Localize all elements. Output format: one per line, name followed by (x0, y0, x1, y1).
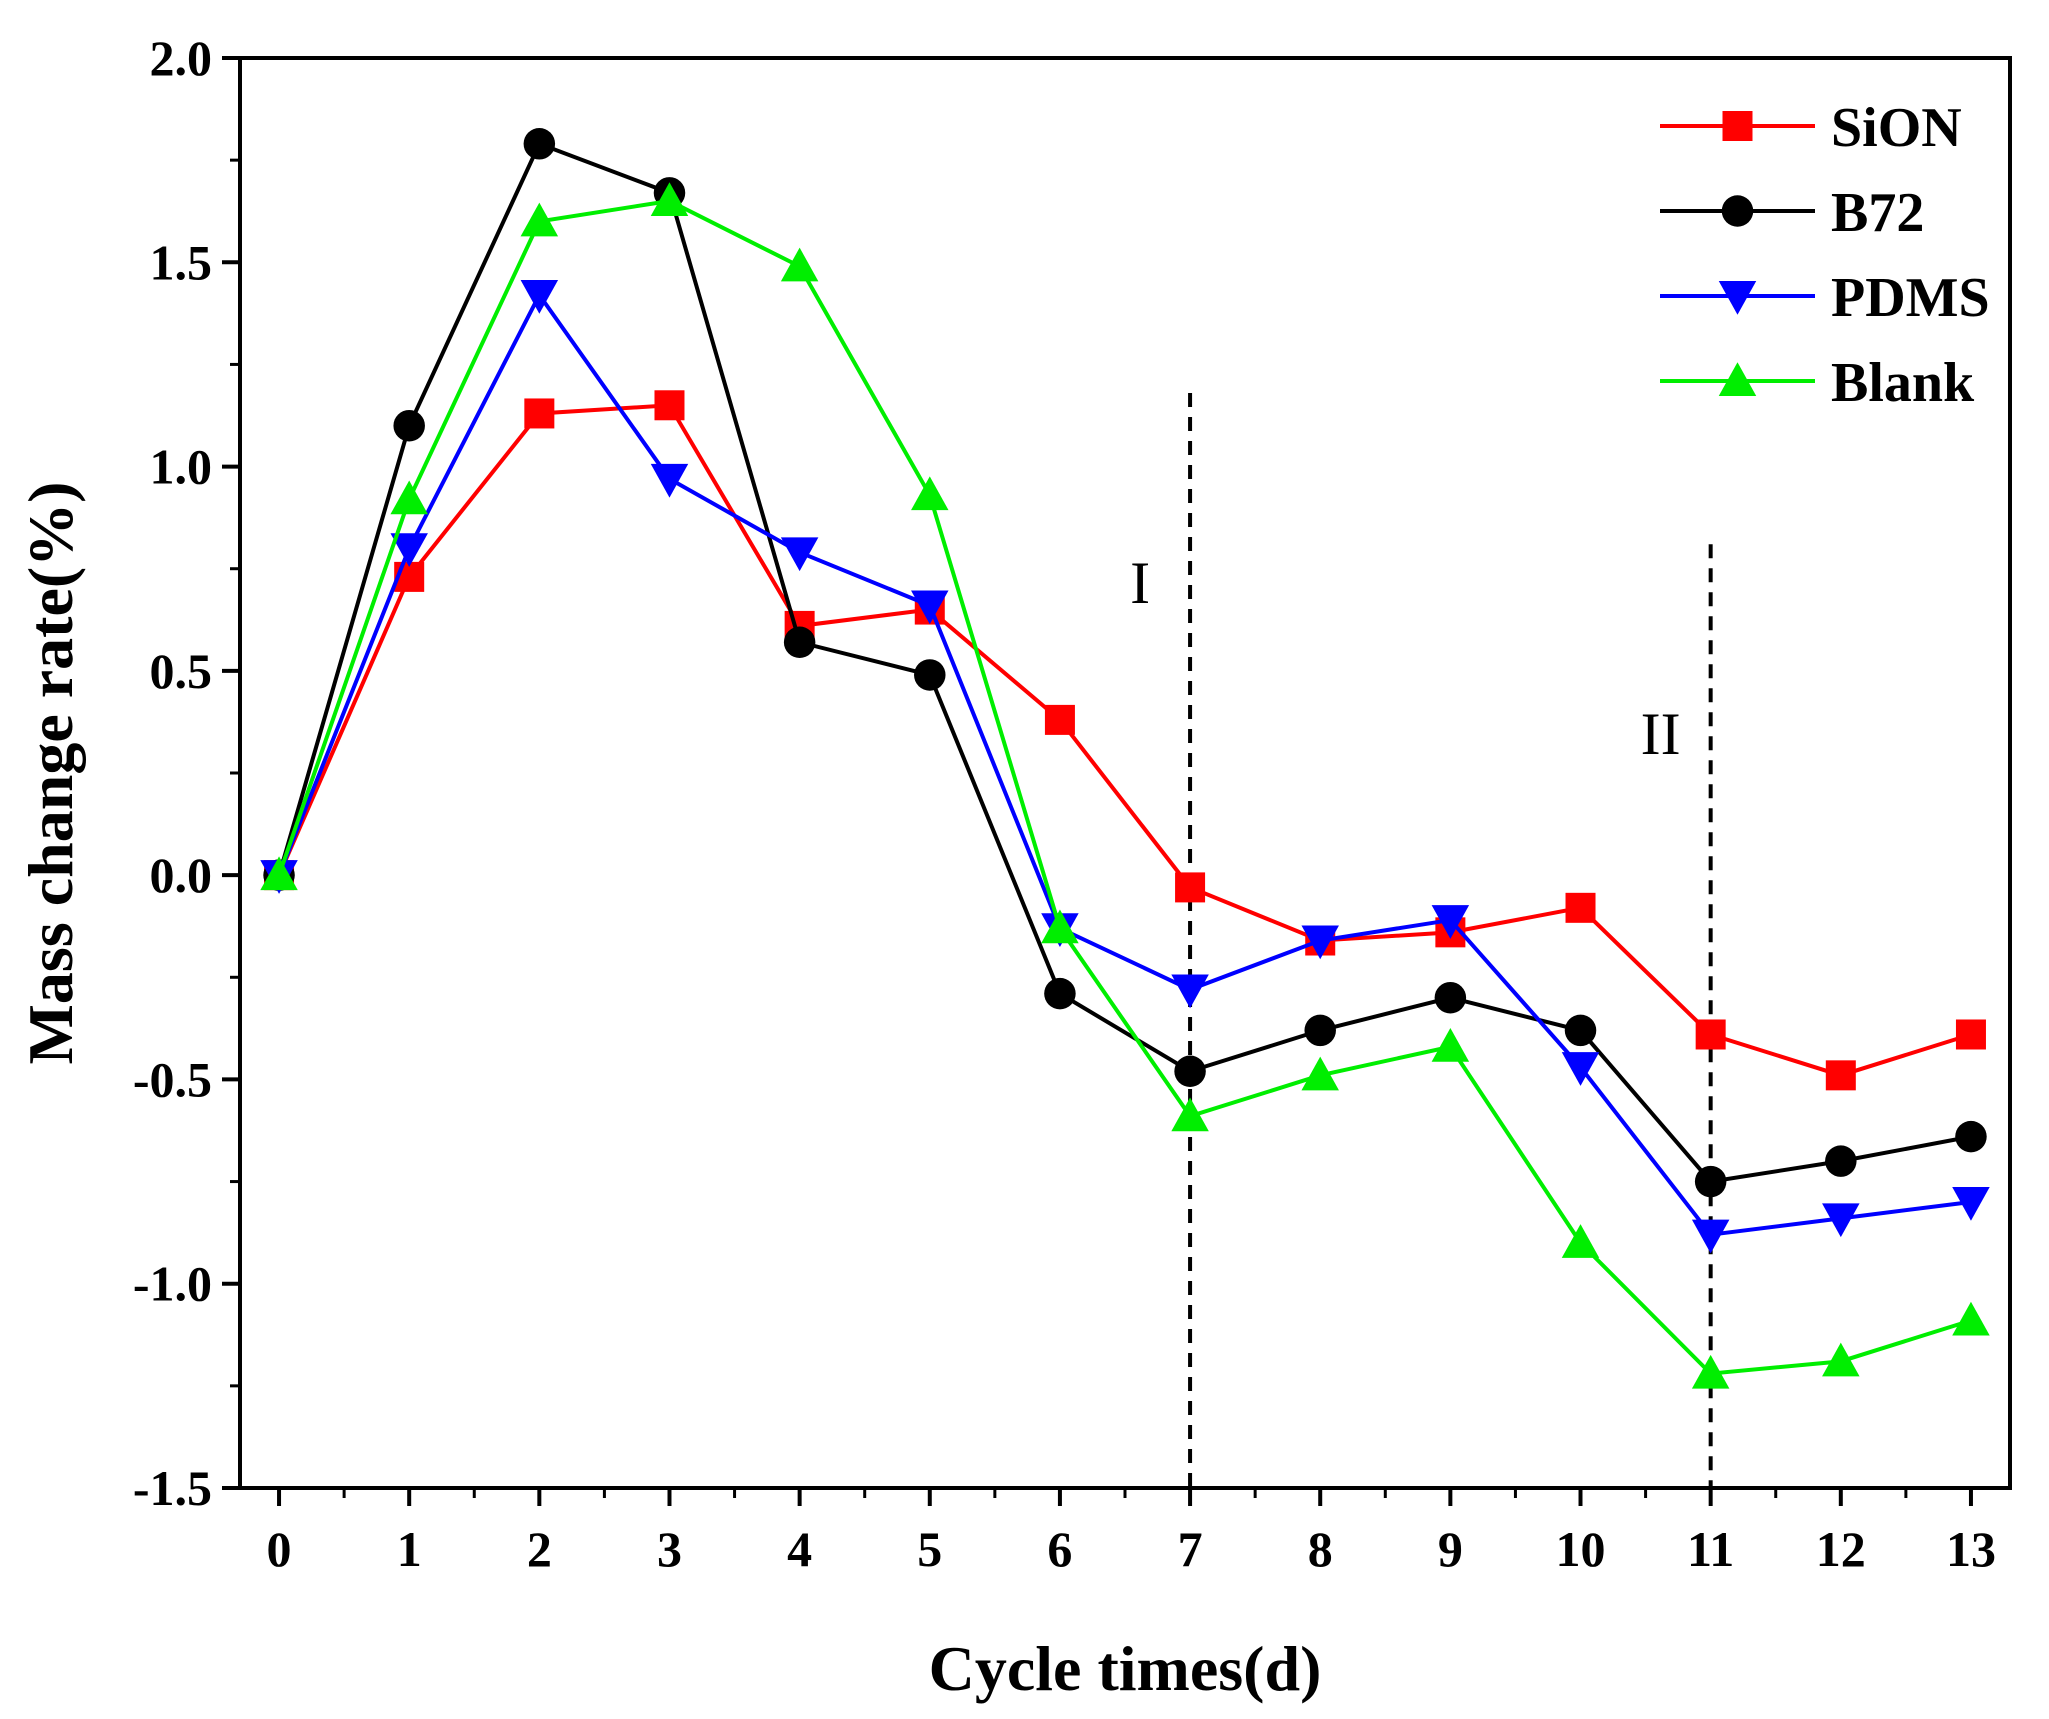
y-tick-label: 0.0 (150, 847, 213, 903)
series-blank (260, 182, 1990, 1389)
data-point-sion (1825, 1060, 1856, 1091)
x-tick-label: 13 (1946, 1521, 1996, 1577)
data-point-b72 (1434, 981, 1467, 1014)
data-point-pdms (390, 533, 428, 568)
data-point-b72 (393, 409, 425, 442)
x-tick-label: 11 (1687, 1521, 1734, 1577)
data-point-blank (1952, 1301, 1990, 1336)
x-tick-label: 6 (1047, 1521, 1072, 1577)
legend-marker (1722, 111, 1753, 141)
data-point-blank (1561, 1224, 1600, 1258)
y-tick-label: 1.0 (150, 439, 213, 495)
x-tick-label: 12 (1816, 1521, 1866, 1577)
series-sion (264, 390, 1986, 1091)
data-point-sion (654, 390, 685, 421)
y-tick-label: 1.5 (150, 234, 213, 290)
data-point-b72 (1694, 1165, 1727, 1198)
legend-entry-blank: Blank (1660, 352, 1975, 414)
data-point-blank (390, 480, 428, 515)
data-point-b72 (1044, 977, 1076, 1010)
y-tick-label: -0.5 (133, 1051, 212, 1107)
data-point-blank (780, 247, 819, 282)
x-tick-label: 5 (917, 1521, 942, 1577)
data-point-b72 (1825, 1145, 1857, 1177)
data-point-blank (260, 856, 298, 891)
series-line-b72 (277, 141, 1972, 1184)
data-point-sion (1175, 872, 1206, 903)
series-line-sion (277, 403, 1972, 1078)
data-point-blank (1041, 909, 1079, 944)
y-tick-label: 0.5 (150, 643, 213, 699)
series-pdms (260, 279, 1990, 1254)
annotations: III (1130, 393, 1713, 1488)
x-axis: 0 1 2 3 4 5 6 7 8 9 10 11 12 13 (267, 1488, 1996, 1577)
legend-entry-sion: SiON (1660, 97, 1962, 159)
legend-entry-pdms: PDMS (1660, 267, 1990, 329)
data-point-pdms (650, 463, 689, 498)
data-point-pdms (780, 537, 819, 572)
x-tick-label: 9 (1438, 1521, 1463, 1577)
legend-label: B72 (1831, 182, 1924, 244)
x-tick-label: 1 (397, 1521, 422, 1577)
data-point-sion (1955, 1019, 1986, 1050)
data-point-blank (650, 182, 689, 216)
data-point-pdms (1691, 1219, 1730, 1254)
data-point-blank (1431, 1027, 1470, 1062)
legend: SiON B72 PDMS Blank (1660, 97, 1990, 414)
y-tick-label: -1.0 (133, 1256, 212, 1312)
x-tick-label: 7 (1178, 1521, 1203, 1577)
series-b72 (263, 128, 1987, 1198)
data-point-blank (1171, 1097, 1209, 1132)
data-point-pdms (1171, 974, 1209, 1009)
legend-marker (1718, 362, 1757, 396)
data-point-sion (1044, 704, 1075, 735)
data-point-pdms (911, 590, 949, 625)
data-point-pdms (1561, 1052, 1600, 1086)
x-tick-label: 0 (267, 1521, 292, 1577)
x-tick-label: 10 (1556, 1521, 1606, 1577)
data-point-b72 (914, 659, 946, 691)
x-axis-title: Cycle times(d) (929, 1633, 1322, 1704)
data-point-b72 (523, 128, 556, 160)
data-point-blank (1691, 1354, 1730, 1389)
y-tick-label: 2.0 (150, 30, 213, 86)
series-line-pdms (277, 291, 1972, 1237)
x-tick-label: 4 (787, 1521, 812, 1577)
data-point-pdms (1301, 925, 1339, 960)
data-point-b72 (1304, 1014, 1336, 1047)
x-tick-label: 3 (657, 1521, 682, 1577)
data-point-pdms (1952, 1187, 1990, 1221)
data-point-blank (520, 202, 559, 237)
series-layer (260, 128, 1990, 1389)
legend-label: SiON (1831, 97, 1962, 159)
data-point-blank (1301, 1056, 1339, 1091)
data-point-b72 (1955, 1120, 1987, 1153)
plot-frame (238, 56, 2012, 1490)
data-point-pdms (1822, 1203, 1860, 1238)
legend-label: PDMS (1831, 267, 1990, 329)
y-tick-label: -1.5 (133, 1460, 212, 1516)
legend-entry-b72: B72 (1660, 182, 1924, 244)
data-point-sion (1695, 1019, 1726, 1050)
annotation-label: II (1641, 701, 1681, 767)
y-axis-title: Mass change rate(%) (15, 482, 86, 1065)
legend-label: Blank (1831, 352, 1975, 414)
data-point-sion (1565, 892, 1596, 923)
data-point-b72 (1564, 1014, 1597, 1047)
series-line-blank (277, 198, 1972, 1376)
legend-marker (1718, 281, 1757, 315)
data-point-pdms (520, 279, 559, 314)
y-axis: -1.5 -1.0 -0.5 0.0 0.5 1.0 1.5 2.0 (133, 30, 240, 1516)
data-point-b72 (1174, 1055, 1206, 1088)
data-point-blank (911, 476, 949, 511)
legend-marker (1721, 195, 1754, 227)
x-tick-label: 8 (1308, 1521, 1333, 1577)
data-point-blank (1822, 1342, 1860, 1377)
data-point-sion (524, 398, 555, 429)
annotation-label: I (1130, 550, 1150, 616)
data-point-b72 (783, 626, 816, 659)
data-point-pdms (1431, 905, 1470, 939)
x-tick-label: 2 (527, 1521, 552, 1577)
